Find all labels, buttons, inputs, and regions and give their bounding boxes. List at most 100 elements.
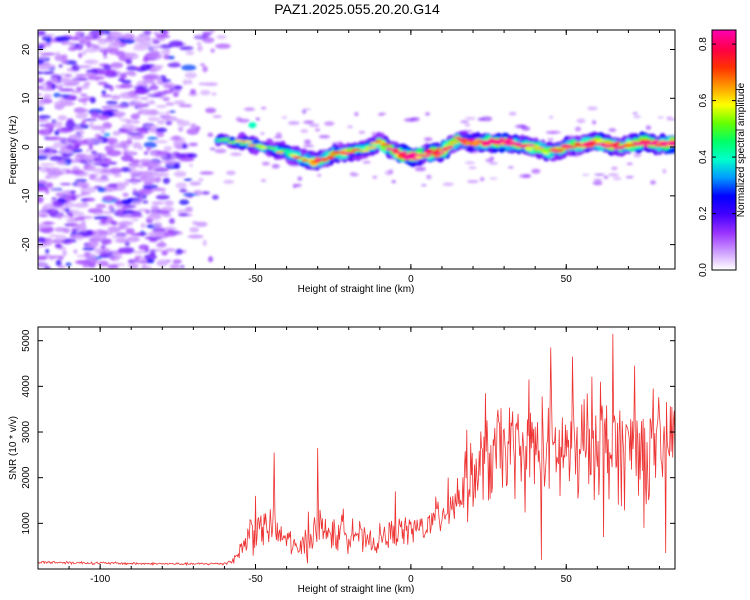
spectrogram-noise-blob <box>126 236 140 243</box>
colorbar-band <box>712 36 736 39</box>
spectrogram-faint-blob <box>302 108 312 111</box>
spectrogram-noise-blob <box>68 213 74 218</box>
colorbar-band <box>712 268 736 271</box>
spectrogram-faint-blob <box>632 112 638 115</box>
colorbar-band <box>712 68 736 71</box>
spectrogram-faint-blob <box>230 152 242 157</box>
spectrogram-noise-blob <box>106 149 122 157</box>
snr-ticks: -100 -50 0 50 1000 2000 3000 4000 5000 <box>21 327 675 585</box>
spectrogram-noise-blob <box>150 204 160 211</box>
spectrogram-noise-blob <box>209 30 215 34</box>
spectrogram-ridge-blob <box>465 138 477 142</box>
spectrogram-ridge-blob <box>570 145 577 149</box>
spectrogram-faint-blob <box>260 132 265 135</box>
spectrogram-faint-blob <box>592 180 603 186</box>
spectrogram-noise-blob <box>163 145 173 152</box>
spectrogram-noise-blob <box>38 100 45 107</box>
colorbar-band <box>712 30 736 33</box>
spectrogram-noise-blob <box>77 44 83 51</box>
colorbar-band <box>712 122 736 125</box>
spectrogram-noise-blob <box>189 181 202 186</box>
spectrogram-noise-blob <box>97 81 108 86</box>
spectrogram-ridge-blob <box>245 140 253 144</box>
spectrogram-ridge-blob <box>388 148 397 151</box>
spectrogram-noise-blob <box>173 170 187 178</box>
spectrogram-noise-blob <box>58 64 63 68</box>
spectrogram-noise-blob <box>38 196 44 202</box>
spectrogram-noise-blob <box>82 264 91 268</box>
colorbar-band <box>712 172 736 175</box>
spectrogram-faint-blob <box>391 180 396 184</box>
spectrogram-noise-blob <box>110 94 121 100</box>
spectrogram-noise-blob <box>55 160 68 166</box>
spectrogram-noise-blob <box>142 109 152 116</box>
spectrogram-noise-blob <box>92 167 106 174</box>
colorbar-band <box>712 236 736 239</box>
spectrogram-noise-blob <box>38 115 51 120</box>
spectrogram-noise-blob <box>125 228 135 235</box>
spectrogram-faint-blob <box>358 130 366 134</box>
spectrogram-faint-blob <box>464 116 476 121</box>
spectrogram-noise-blob <box>202 31 212 36</box>
spectrogram-noise-blob <box>192 220 198 225</box>
spectrogram-faint-blob <box>303 144 315 148</box>
spectrogram-faint-blob <box>308 123 320 127</box>
spectrogram-noise-blob <box>204 82 219 86</box>
colorbar-band <box>712 44 736 47</box>
spectrogram-faint-blob <box>318 134 331 139</box>
spectrogram-ridge-blob <box>609 143 620 147</box>
spectrogram-noise-blob <box>87 74 96 81</box>
spectrogram-noise-blob <box>65 262 72 267</box>
spectrogram-noise-blob <box>165 248 176 252</box>
spectrogram-noise-blob <box>148 237 163 240</box>
spectrogram-faint-blob <box>608 128 617 132</box>
colorbar-band <box>712 108 736 111</box>
spectrogram-noise-blob <box>95 233 107 240</box>
y-tick-label: 4000 <box>21 375 32 398</box>
spectrogram-noise-blob <box>49 234 59 237</box>
spectrogram-faint-blob <box>287 121 300 125</box>
spectrogram-noise-blob <box>186 128 199 135</box>
spectrogram-noise-blob <box>122 192 129 198</box>
spectrogram-noise-blob <box>215 43 231 49</box>
colorbar-band <box>712 208 736 211</box>
spectrogram-noise-blob <box>156 259 169 267</box>
spectrogram-noise-blob <box>98 251 112 258</box>
colorbar-band <box>712 162 736 165</box>
spectrogram-noise-blob <box>84 48 98 53</box>
spectrogram-noise-blob <box>122 33 135 41</box>
spectrogram-noise-blob <box>167 62 181 68</box>
spectrogram-noise-blob <box>104 158 112 164</box>
spectrogram-faint-blob <box>488 162 498 165</box>
spectrogram-ridge-blob <box>631 141 639 144</box>
colorbar-band <box>712 86 736 89</box>
colorbar-band <box>712 142 736 145</box>
spectrogram-noise-blob <box>185 50 195 56</box>
colorbar-band <box>712 230 736 233</box>
spectrogram-noise-blob <box>107 264 119 269</box>
colorbar-band <box>712 66 736 69</box>
colorbar-band <box>712 54 736 57</box>
spectrogram-noise-blob <box>81 51 87 56</box>
colorbar-band <box>712 204 736 207</box>
colorbar-band <box>712 248 736 251</box>
spectrogram-noise-blob <box>112 130 121 136</box>
spectrogram-noise-blob <box>71 133 84 140</box>
x-tick-label: 0 <box>408 574 414 585</box>
spectrogram-ridge-blob <box>626 144 637 147</box>
x-tick-label: 50 <box>561 274 573 285</box>
snr-series-line <box>38 333 675 567</box>
spectrogram-noise-blob <box>155 33 168 39</box>
spectrogram-noise-blob <box>80 93 88 97</box>
spectrogram-noise-blob <box>69 234 83 238</box>
spectrogram-noise-blob <box>131 201 142 206</box>
spectrogram-noise-blob <box>108 204 114 211</box>
spectrogram-noise-blob <box>38 130 44 134</box>
spectrogram-noise-blob <box>54 227 67 232</box>
spectrogram-noise-blob <box>124 241 130 247</box>
spectrogram-noise-blob <box>167 55 175 60</box>
spectrogram-noise-blob <box>179 157 195 162</box>
spectrogram-noise-blob <box>102 64 112 71</box>
spectrogram-faint-blob <box>531 168 541 174</box>
colorbar-band <box>712 118 736 121</box>
